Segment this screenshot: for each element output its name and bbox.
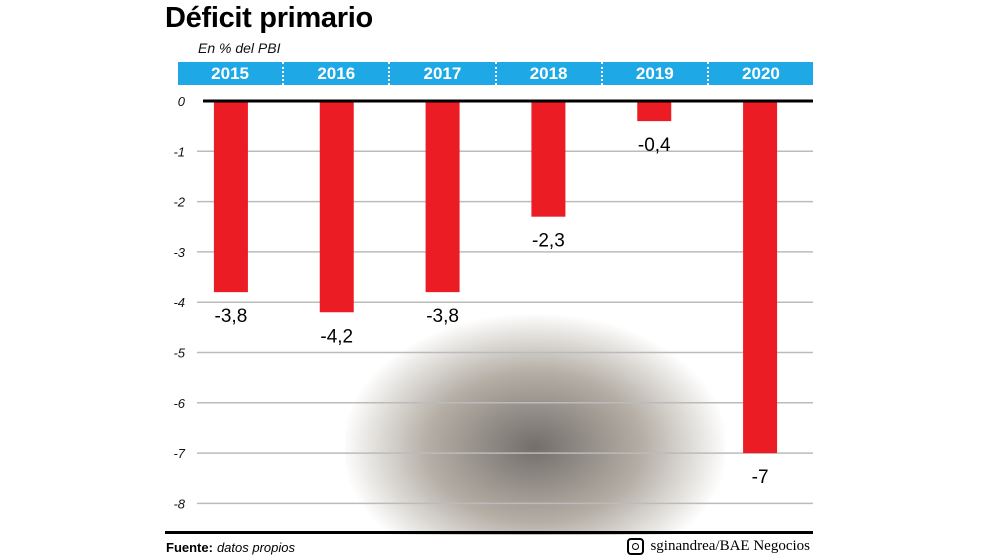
y-tick-label: -5 xyxy=(173,346,185,361)
data-label: -3,8 xyxy=(426,306,459,327)
y-tick-label: -7 xyxy=(173,446,185,461)
y-tick-label: -8 xyxy=(173,496,185,511)
year-label: 2015 xyxy=(211,64,249,83)
data-label: -3,8 xyxy=(215,306,248,327)
source-value: datos propios xyxy=(216,540,296,555)
ministerio-economia-photo xyxy=(345,315,725,535)
bar xyxy=(637,101,672,122)
bar xyxy=(213,101,248,293)
data-label: -2,3 xyxy=(532,231,565,252)
year-label: 2020 xyxy=(706,62,813,85)
data-label: -7 xyxy=(752,467,769,488)
year-label: 2019 xyxy=(600,62,707,85)
chart-title: Déficit primario xyxy=(165,2,373,34)
data-label: -0,4 xyxy=(638,135,671,156)
footer-rule xyxy=(165,531,813,534)
chart-subtitle: En % del PBI xyxy=(198,40,281,56)
bar xyxy=(319,101,354,313)
year-label: 2016 xyxy=(282,62,388,85)
source-note: Fuente: datos propios xyxy=(166,540,295,555)
instagram-icon xyxy=(627,538,645,555)
y-tick-label: 0 xyxy=(178,94,186,109)
data-label: -4,2 xyxy=(320,326,353,347)
y-tick-label: -4 xyxy=(173,295,185,310)
y-tick-label: -6 xyxy=(173,396,185,411)
source-label: Fuente: xyxy=(166,540,213,555)
year-label: 2018 xyxy=(494,62,601,85)
credit: sginandrea/BAE Negocios xyxy=(627,538,810,555)
bar xyxy=(425,101,460,293)
year-header-bar: 2015 2016 2017 2018 2019 2020 xyxy=(178,62,813,85)
year-label: 2017 xyxy=(388,62,494,85)
credit-text: sginandrea/BAE Negocios xyxy=(650,538,810,554)
bar xyxy=(531,101,566,217)
y-tick-label: -1 xyxy=(173,144,185,159)
y-tick-label: -2 xyxy=(173,195,185,210)
y-tick-label: -3 xyxy=(173,245,185,260)
bar xyxy=(743,101,778,454)
